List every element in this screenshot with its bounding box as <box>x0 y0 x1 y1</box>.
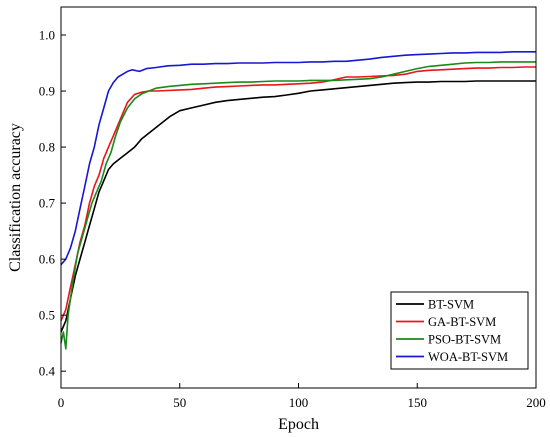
y-tick-label: 0.4 <box>39 364 56 379</box>
y-axis-title: Classification accuracy <box>7 123 24 272</box>
x-tick-label: 0 <box>58 395 65 410</box>
x-axis-title: Epoch <box>278 416 319 433</box>
y-tick-label: 0.5 <box>39 308 55 323</box>
legend-label: GA-BT-SVM <box>428 315 496 329</box>
legend-label: PSO-BT-SVM <box>428 333 501 347</box>
y-tick-label: 0.8 <box>39 140 55 155</box>
legend-label: WOA-BT-SVM <box>428 350 508 364</box>
series-line-pso-bt-svm <box>60 61 536 350</box>
series-line-bt-svm <box>60 80 536 333</box>
series-line-ga-bt-svm <box>60 66 536 322</box>
y-tick-label: 0.9 <box>39 84 55 99</box>
x-axis-ticks: 0 50 100 150 200 <box>58 383 546 410</box>
x-tick-label: 200 <box>526 395 546 410</box>
y-tick-label: 0.6 <box>39 252 56 267</box>
legend-label: BT-SVM <box>428 298 474 312</box>
x-tick-label: 50 <box>173 395 186 410</box>
y-axis-ticks: 0.4 0.5 0.6 0.7 0.8 0.9 1.0 <box>39 28 66 379</box>
x-tick-label: 100 <box>289 395 309 410</box>
y-tick-label: 0.7 <box>39 196 56 211</box>
y-tick-label: 1.0 <box>39 28 55 43</box>
x-tick-label: 150 <box>408 395 428 410</box>
series-layer <box>60 50 536 350</box>
legend: BT-SVM GA-BT-SVM PSO-BT-SVM WOA-BT-SVM <box>390 291 529 370</box>
series-line-woa-bt-svm <box>60 50 536 266</box>
